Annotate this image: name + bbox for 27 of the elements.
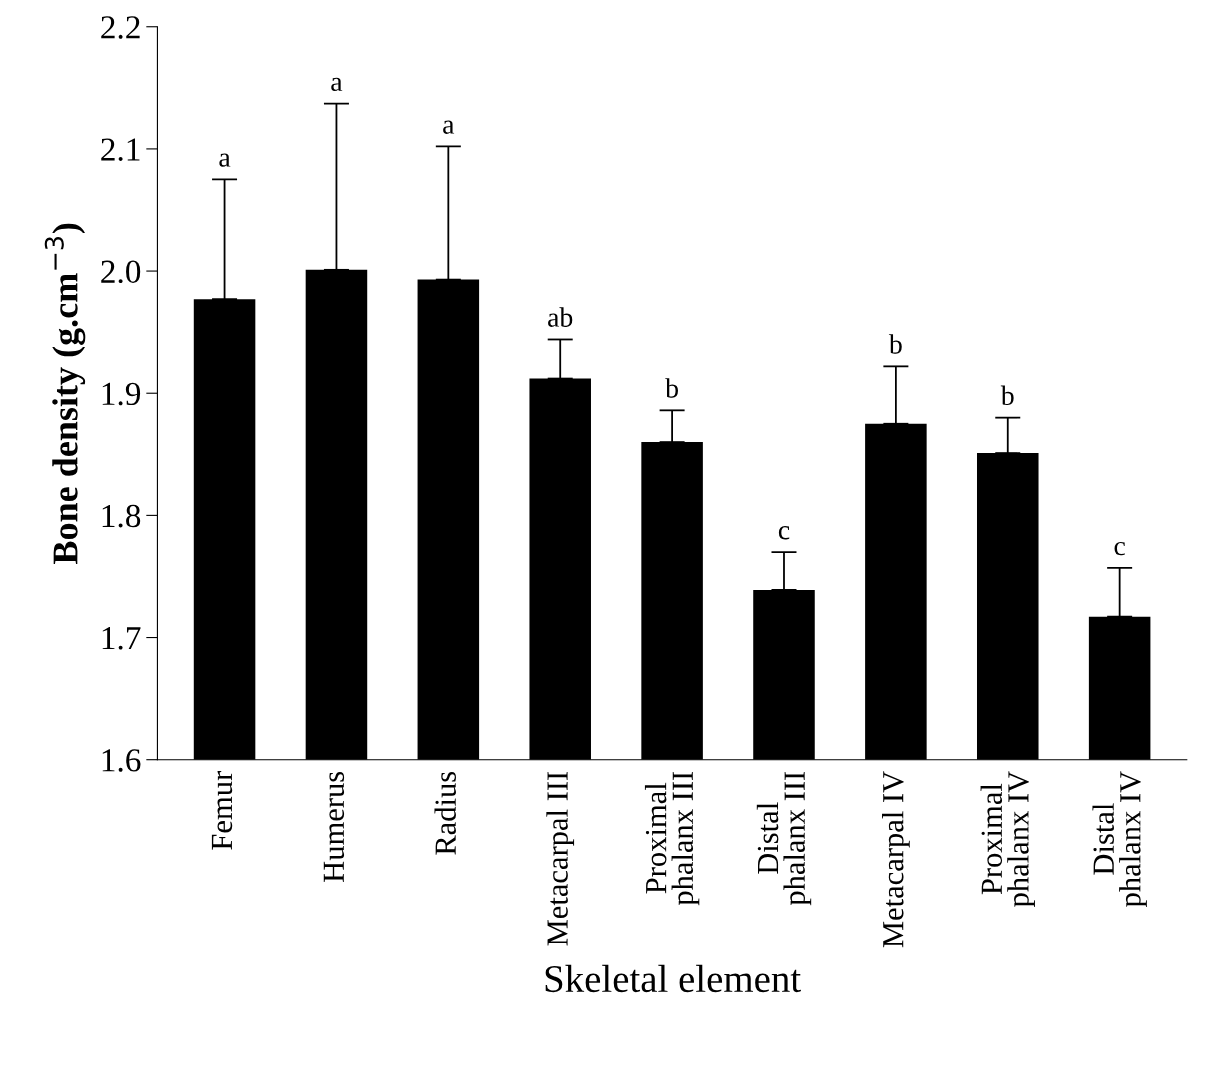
y-tick-label: 1.7 xyxy=(102,627,141,650)
x-tick-label: Radius xyxy=(434,771,456,855)
annotation: a xyxy=(331,77,343,92)
x-tick-label: Humerus xyxy=(323,771,345,882)
annotation: b xyxy=(665,378,678,398)
x-axis-title: Skeletal element xyxy=(545,964,801,993)
y-tick-label: 1.9 xyxy=(102,382,141,406)
x-tick-label: Proximal phalanx III xyxy=(644,771,700,906)
y-tick-label: 1.8 xyxy=(102,504,141,528)
annotation: a xyxy=(219,153,231,167)
x-tick-label: Distal phalanx IV xyxy=(1092,771,1147,907)
y-tick-label: 2.1 xyxy=(101,138,140,161)
y-tick-label: 2.2 xyxy=(101,16,140,39)
x-tick-label: Metacarpal III xyxy=(546,771,575,946)
x-tick-label: Proximal phalanx IV xyxy=(980,771,1035,907)
y-tick-label: 1.6 xyxy=(102,749,141,772)
annotation: b xyxy=(888,334,902,354)
annotation: c xyxy=(778,526,790,540)
annotation: ab xyxy=(548,307,573,327)
annotation: c xyxy=(1114,541,1125,556)
y-tick-label: 2.0 xyxy=(101,260,141,284)
x-tick-label: Distal phalanx III xyxy=(756,771,812,906)
x-tick-label: Metacarpal IV xyxy=(882,771,910,948)
x-tick-label: Femur xyxy=(211,771,233,850)
annotation: a xyxy=(443,120,455,134)
annotation: b xyxy=(1000,385,1014,406)
y-axis-title: Bone density (g.cm$^{−3}$) xyxy=(44,223,86,564)
